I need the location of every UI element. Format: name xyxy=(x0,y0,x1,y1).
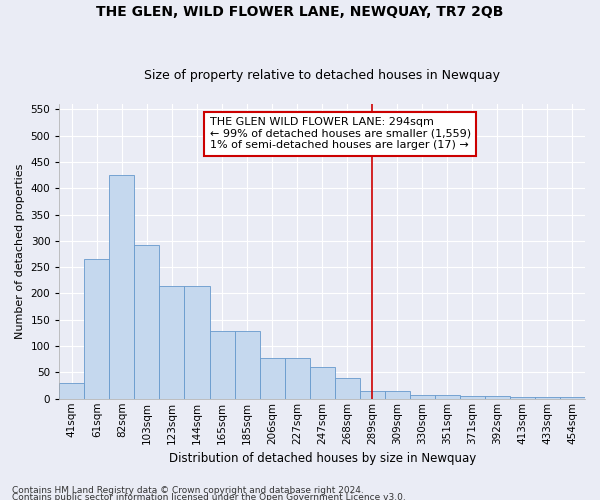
Bar xyxy=(209,332,235,399)
Bar xyxy=(335,378,360,399)
Bar xyxy=(485,396,510,399)
Bar xyxy=(535,397,560,399)
Bar xyxy=(260,358,284,399)
Bar xyxy=(160,286,184,399)
Bar xyxy=(85,260,109,399)
Bar xyxy=(385,391,410,399)
Bar xyxy=(184,286,209,399)
Bar xyxy=(510,397,535,399)
Text: Contains public sector information licensed under the Open Government Licence v3: Contains public sector information licen… xyxy=(12,494,406,500)
Text: Contains HM Land Registry data © Crown copyright and database right 2024.: Contains HM Land Registry data © Crown c… xyxy=(12,486,364,495)
Bar xyxy=(235,332,260,399)
Bar xyxy=(460,396,485,399)
Bar xyxy=(560,397,585,399)
Bar xyxy=(109,175,134,399)
X-axis label: Distribution of detached houses by size in Newquay: Distribution of detached houses by size … xyxy=(169,452,476,465)
Bar xyxy=(310,367,335,399)
Bar xyxy=(134,244,160,399)
Text: THE GLEN WILD FLOWER LANE: 294sqm
← 99% of detached houses are smaller (1,559)
1: THE GLEN WILD FLOWER LANE: 294sqm ← 99% … xyxy=(209,117,470,150)
Bar xyxy=(284,358,310,399)
Text: THE GLEN, WILD FLOWER LANE, NEWQUAY, TR7 2QB: THE GLEN, WILD FLOWER LANE, NEWQUAY, TR7… xyxy=(97,5,503,19)
Bar xyxy=(410,394,435,399)
Bar xyxy=(59,383,85,399)
Title: Size of property relative to detached houses in Newquay: Size of property relative to detached ho… xyxy=(144,69,500,82)
Bar xyxy=(360,391,385,399)
Y-axis label: Number of detached properties: Number of detached properties xyxy=(15,164,25,339)
Bar xyxy=(435,394,460,399)
